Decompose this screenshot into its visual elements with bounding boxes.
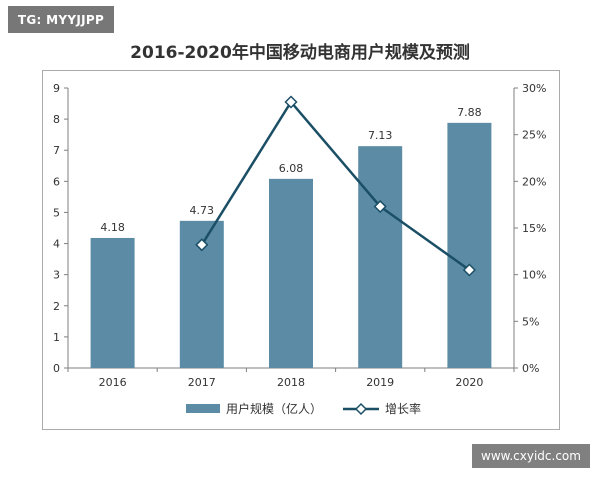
y-tick-label-left: 5: [53, 206, 60, 219]
y-tick-label-right: 20%: [522, 175, 546, 188]
line-point: [462, 263, 476, 277]
y-tick-label-left: 3: [53, 269, 60, 282]
bar-value-label: 7.13: [368, 129, 393, 142]
combo-bar-line-chart: 0 1 2 3 4 5 6 7 8 9 0% 5% 10% 15% 20% 25% 30% 4.18 4.73 6.0…: [53, 82, 546, 416]
y-tick-label-left: 7: [53, 144, 60, 157]
y-tick-label-left: 4: [53, 238, 60, 251]
x-tick-label: 2019: [366, 376, 394, 389]
y-tick-label-right: 0%: [522, 362, 539, 375]
bar-value-label: 7.88: [457, 106, 482, 119]
chart-panel: 0 1 2 3 4 5 6 7 8 9 0% 5% 10% 15% 20% 25% 30% 4.18 4.73 6.0…: [42, 70, 560, 430]
legend-marker-line: [354, 402, 368, 416]
y-tick-label-right: 10%: [522, 269, 546, 282]
series-line-growth: [200, 99, 471, 272]
y-tick-label-left: 2: [53, 300, 60, 313]
line-point: [195, 238, 209, 252]
bar-value-label: 4.73: [190, 204, 215, 217]
bar-value-label: 4.18: [100, 221, 125, 234]
x-tick-label: 2020: [455, 376, 483, 389]
x-tick-label: 2018: [277, 376, 305, 389]
legend-label-line: 增长率: [385, 401, 421, 416]
bar: [269, 178, 313, 368]
x-tick-label: 2016: [99, 376, 127, 389]
y-tick-label-left: 1: [53, 331, 60, 344]
watermark-site: www.cxyidc.com: [472, 444, 590, 468]
bar: [447, 122, 492, 368]
y-tick-label-right: 15%: [522, 222, 546, 235]
bar-value-label: 6.08: [279, 162, 304, 175]
y-tick-label-left: 6: [53, 175, 60, 188]
bar: [90, 237, 135, 368]
line-point: [373, 199, 387, 214]
watermark-tag-top: TG: MYYJJPP: [8, 6, 114, 33]
chart-title: 2016-2020年中国移动电商用户规模及预测: [130, 43, 470, 63]
y-tick-label-right: 30%: [522, 82, 546, 95]
bar: [358, 146, 403, 368]
y-tick-label-left: 9: [53, 82, 60, 95]
line-point: [284, 95, 298, 109]
y-tick-label-left: 8: [53, 113, 60, 126]
x-tick-label: 2017: [188, 376, 216, 389]
y-tick-label-right: 25%: [522, 129, 546, 142]
y-tick-label-left: 0: [53, 362, 60, 375]
y-tick-label-right: 5%: [522, 315, 539, 328]
legend-swatch-bar: [186, 404, 220, 413]
legend-label-bar: 用户规模（亿人）: [226, 401, 322, 416]
